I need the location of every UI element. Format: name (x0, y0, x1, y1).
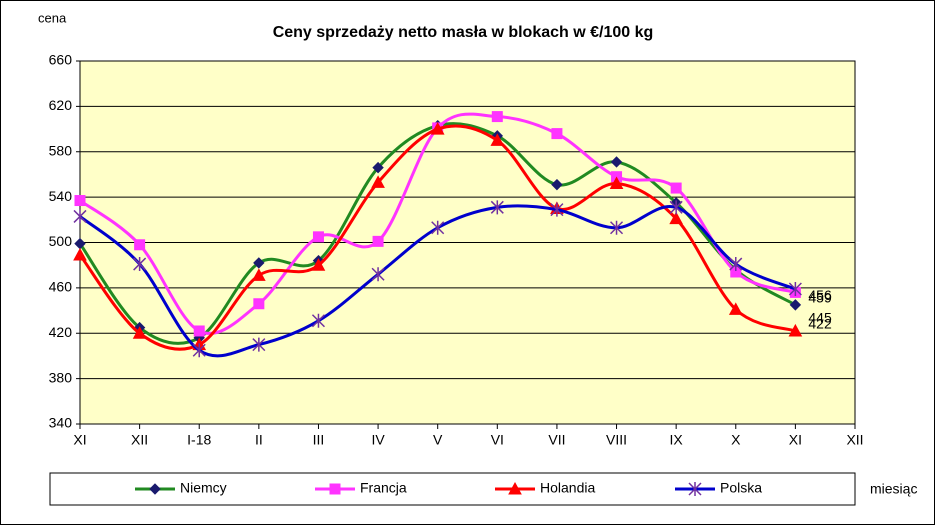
x-tick-label: XI (73, 432, 86, 448)
x-tick-label: II (255, 432, 263, 448)
marker (73, 247, 87, 261)
x-tick-label: XI (789, 432, 802, 448)
x-tick-label: VII (548, 432, 565, 448)
y-axis-label: cena (38, 10, 67, 25)
data-label: 456 (808, 287, 832, 303)
x-tick-label: V (433, 432, 443, 448)
legend-label: Holandia (540, 480, 595, 496)
y-tick-label: 620 (49, 97, 73, 113)
legend-label: Niemcy (180, 480, 227, 496)
legend-box (49, 472, 856, 506)
marker (372, 161, 384, 174)
marker (253, 298, 265, 310)
x-tick-label: X (731, 432, 741, 448)
marker (431, 220, 445, 235)
y-tick-label: 540 (49, 188, 73, 204)
marker (311, 258, 326, 271)
marker (789, 299, 802, 311)
marker (252, 268, 266, 281)
marker (312, 231, 324, 243)
marker (371, 175, 385, 188)
y-tick-label: 500 (49, 233, 73, 249)
marker (788, 282, 802, 297)
marker (74, 195, 86, 207)
marker (372, 235, 384, 247)
y-tick-label: 340 (49, 415, 73, 431)
data-label: 459 (808, 290, 832, 306)
marker (430, 122, 445, 135)
marker (551, 178, 563, 191)
marker (252, 337, 266, 352)
marker (508, 481, 522, 495)
marker (133, 257, 147, 272)
x-tick-label: XII (131, 432, 148, 448)
x-tick-label: IV (371, 432, 385, 448)
marker (371, 267, 385, 282)
marker (728, 302, 743, 315)
marker (688, 482, 702, 496)
marker (669, 200, 683, 215)
marker (490, 133, 505, 146)
y-tick-label: 660 (49, 52, 73, 68)
x-tick-label: III (313, 432, 325, 448)
marker (551, 128, 563, 140)
legend-label: Polska (720, 480, 762, 496)
marker (193, 325, 205, 337)
marker (788, 323, 803, 337)
y-tick-label: 580 (49, 142, 73, 158)
x-axis-label: miesiąc (870, 481, 917, 497)
marker (192, 343, 206, 358)
data-label: 445 (808, 310, 832, 326)
marker (729, 257, 743, 272)
marker (329, 483, 341, 495)
x-tick-label: VI (491, 432, 504, 448)
marker (609, 176, 624, 190)
x-tick-label: VIII (606, 432, 627, 448)
marker (134, 239, 146, 251)
marker (670, 182, 682, 194)
marker (311, 313, 325, 328)
marker (610, 156, 623, 168)
y-tick-label: 420 (49, 324, 73, 340)
marker (491, 111, 503, 123)
marker (610, 220, 624, 235)
chart-title: Ceny sprzedaży netto masła w blokach w €… (273, 24, 654, 41)
legend-label: Francja (360, 480, 407, 496)
marker (73, 209, 87, 224)
marker (132, 326, 147, 339)
marker (490, 200, 504, 215)
x-tick-label: IX (670, 432, 684, 448)
y-tick-label: 380 (49, 369, 73, 385)
data-label: 422 (808, 316, 832, 332)
x-tick-label: XII (846, 432, 863, 448)
marker (149, 483, 161, 495)
marker (253, 257, 265, 269)
x-tick-label: I-18 (187, 432, 211, 448)
y-tick-label: 460 (49, 279, 73, 295)
marker (550, 202, 564, 217)
marker (669, 211, 683, 225)
